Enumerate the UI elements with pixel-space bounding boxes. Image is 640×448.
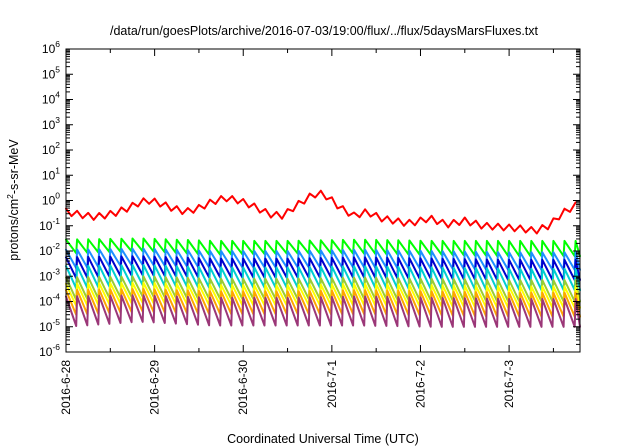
series-line-9	[65, 294, 581, 328]
chart-title: /data/run/goesPlots/archive/2016-07-03/1…	[110, 24, 539, 38]
x-tick-label: 2016-6-30	[236, 360, 250, 415]
y-tick-label: 101	[42, 165, 60, 182]
y-tick-label: 10-5	[39, 317, 60, 334]
y-tick-label: 10-6	[39, 342, 60, 359]
y-axis-label-rest: -s-sr-MeV	[7, 139, 21, 195]
y-tick-base: 10	[42, 194, 56, 208]
y-tick-label: 10-2	[39, 241, 60, 258]
y-tick-label: 103	[42, 115, 60, 132]
y-tick-base: 10	[42, 168, 56, 182]
y-tick-base: 10	[42, 67, 56, 81]
y-tick-label: 105	[42, 64, 60, 81]
y-tick-base: 10	[39, 219, 53, 233]
series-line-1	[65, 189, 577, 235]
x-tick-label: 2016-7-2	[413, 360, 427, 408]
y-tick-exp: -4	[52, 292, 60, 302]
y-tick-exp: -5	[52, 317, 60, 327]
y-tick-exp: 5	[55, 64, 60, 74]
y-tick-exp: 3	[55, 115, 60, 125]
y-tick-label: 100	[42, 191, 60, 208]
y-tick-base: 10	[39, 345, 53, 359]
y-tick-exp: -2	[52, 241, 60, 251]
series-line-2	[65, 237, 581, 258]
x-tick-label: 2016-6-29	[148, 360, 162, 415]
y-tick-label: 102	[42, 140, 60, 157]
y-tick-label: 10-3	[39, 266, 60, 283]
series-layer	[65, 189, 581, 328]
y-tick-base: 10	[39, 320, 53, 334]
y-tick-base: 10	[42, 42, 56, 56]
y-tick-base: 10	[42, 118, 56, 132]
x-tick-label: 2016-6-28	[59, 360, 73, 415]
y-tick-label: 104	[42, 90, 60, 107]
y-tick-base: 10	[39, 269, 53, 283]
y-tick-label: 10-1	[39, 216, 60, 233]
y-tick-exp: 1	[55, 165, 60, 175]
y-tick-exp: -6	[52, 342, 60, 352]
x-tick-label: 2016-7-1	[325, 360, 339, 408]
y-tick-exp: -1	[52, 216, 60, 226]
x-axis: 2016-6-28 2016-6-29 2016-6-30 2016-7-1 2016-…	[59, 49, 554, 415]
x-tick-label: 2016-7-3	[502, 360, 516, 408]
y-tick-exp: 2	[55, 140, 60, 150]
y-tick-exp: -3	[52, 266, 60, 276]
x-axis-label: Coordinated Universal Time (UTC)	[227, 432, 419, 446]
y-tick-label: 106	[42, 39, 60, 56]
y-tick-exp: 6	[55, 39, 60, 49]
y-tick-base: 10	[39, 244, 53, 258]
y-axis-label: protons/cm2-s-sr-MeV	[5, 139, 21, 261]
y-axis: 10610510410310210110010-110-210-310-410-…	[39, 39, 580, 359]
y-axis-label-base: protons/cm	[7, 199, 21, 261]
y-tick-base: 10	[42, 143, 56, 157]
y-tick-label: 10-4	[39, 292, 60, 309]
y-tick-base: 10	[42, 93, 56, 107]
y-tick-exp: 4	[55, 90, 60, 100]
y-axis-label-sup: 2	[5, 194, 15, 199]
y-tick-base: 10	[39, 295, 53, 309]
y-tick-exp: 0	[55, 191, 60, 201]
